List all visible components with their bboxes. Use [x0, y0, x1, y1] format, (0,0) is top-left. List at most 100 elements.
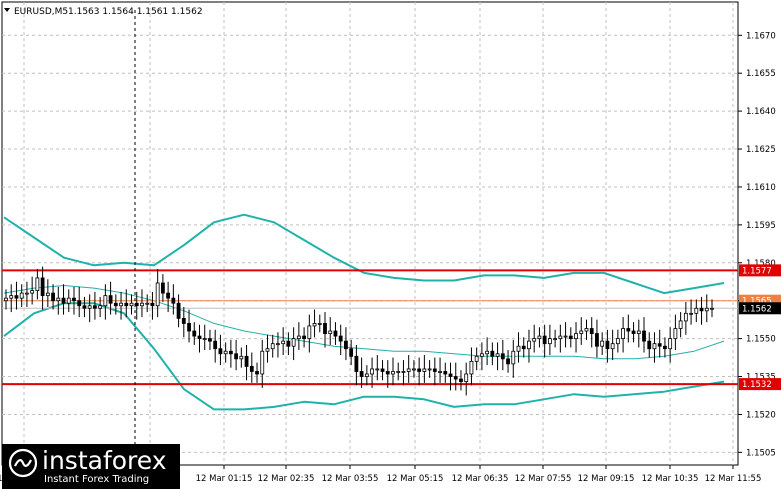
symbol-label: EURUSD,M5: [14, 7, 68, 17]
candle-body: [302, 335, 306, 340]
candle-body: [432, 368, 437, 372]
candle-body: [406, 368, 411, 372]
candle-body: [134, 302, 139, 307]
price-levels: [2, 269, 738, 386]
candle-body: [490, 350, 495, 357]
y-tick-label: 1.1610: [746, 183, 776, 193]
y-tick-label: 1.1550: [746, 335, 776, 345]
candlesticks: [4, 266, 714, 396]
candle-body: [323, 323, 327, 334]
candle-body: [25, 292, 29, 295]
candle-body: [228, 350, 233, 355]
candle-body: [558, 335, 563, 340]
candle-body: [276, 343, 280, 346]
candle-body: [260, 350, 265, 375]
candle-body: [9, 295, 14, 299]
candle-body: [532, 338, 537, 342]
candle-body: [380, 368, 385, 372]
candle-body: [500, 353, 505, 360]
candle-body: [427, 368, 432, 371]
candle-body: [234, 353, 239, 360]
candle-body: [291, 338, 296, 347]
candle-body: [176, 302, 181, 319]
x-tick-label: 12 Mar 06:35: [452, 474, 509, 484]
level-tag-bg: [739, 264, 781, 277]
candle-body: [307, 325, 312, 340]
candle-body: [72, 297, 76, 302]
candle-body: [448, 373, 453, 377]
candle-body: [521, 345, 526, 350]
candle-body: [19, 292, 24, 299]
candle-body: [459, 378, 463, 382]
candle-body: [145, 302, 150, 305]
level-tag-label: 1.1532: [742, 380, 772, 390]
candle-body: [14, 295, 19, 299]
candle-body: [124, 302, 129, 307]
candle-body: [129, 302, 134, 307]
candle-body: [537, 335, 542, 340]
bollinger-bands: [3, 213, 725, 411]
plot-frame: [1, 1, 739, 466]
candle-body: [208, 338, 212, 342]
instaforex-logo-icon: [8, 448, 38, 478]
candle-body: [699, 307, 704, 312]
candle-body: [527, 340, 531, 350]
band-middle-band: [3, 285, 725, 360]
x-tick-label: 12 Mar 09:15: [578, 474, 635, 484]
x-tick-label: 12 Mar 01:15: [196, 474, 253, 484]
y-tick-label: 1.1580: [746, 259, 776, 269]
candle-body: [401, 371, 406, 373]
candle-body: [438, 371, 442, 373]
candle-body: [683, 312, 688, 322]
logo-tagline: Instant Forex Trading: [44, 474, 150, 485]
price-axis: 1.1670 1.1655 1.1640 1.1625 1.1610 1.1595 1.15…: [738, 31, 776, 458]
candle-body: [663, 345, 667, 350]
candle-body: [474, 355, 479, 362]
last-price-tag-bg: [739, 302, 781, 315]
candle-body: [673, 328, 678, 340]
candle-body: [485, 350, 490, 355]
candle-body: [600, 340, 605, 347]
candle-body: [391, 371, 395, 375]
candle-body: [542, 335, 547, 345]
candle-body: [160, 282, 165, 294]
triangle-down-icon: [4, 8, 10, 12]
candle-body: [286, 340, 291, 347]
candle-body: [281, 340, 286, 345]
candle-body: [626, 328, 631, 332]
candle-body: [244, 355, 249, 367]
candle-body: [255, 371, 259, 375]
candle-body: [642, 330, 646, 342]
candle-body: [150, 302, 155, 307]
y-tick-label: 1.1595: [746, 221, 776, 231]
candle-body: [579, 330, 584, 334]
band-lower-band: [3, 302, 725, 411]
candle-body: [265, 348, 270, 352]
candle-body: [479, 353, 484, 357]
candle-body: [584, 328, 589, 332]
candle-body: [511, 350, 516, 365]
candle-body: [30, 290, 35, 294]
current-tag-label: 1.1565: [742, 297, 772, 307]
y-tick-label: 1.1535: [746, 373, 776, 383]
candle-body: [171, 297, 176, 304]
candle-body: [108, 295, 113, 304]
candle-body: [563, 335, 568, 338]
candle-body: [647, 340, 652, 350]
candle-body: [40, 277, 45, 297]
candle-body: [82, 305, 87, 309]
candle-body: [296, 335, 301, 340]
candle-body: [317, 323, 322, 325]
candle-body: [615, 338, 620, 345]
candle-body: [328, 330, 333, 334]
candle-body: [710, 307, 714, 310]
candle-body: [568, 335, 573, 340]
y-tick-label: 1.1625: [746, 145, 776, 155]
candle-body: [694, 307, 699, 314]
candle-body: [166, 292, 171, 299]
candle-body: [443, 371, 448, 375]
y-tick-label: 1.1520: [746, 410, 776, 420]
candle-body: [197, 335, 202, 340]
